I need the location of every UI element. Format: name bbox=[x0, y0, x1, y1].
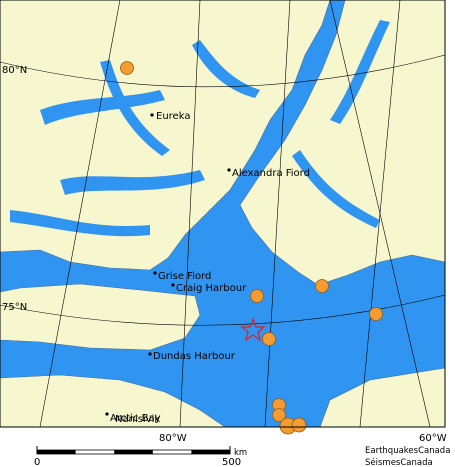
parallel bbox=[0, 294, 446, 326]
meridian bbox=[264, 0, 291, 428]
earthquake bbox=[250, 289, 264, 303]
place-label: Craig Harbour bbox=[176, 283, 247, 294]
meridian bbox=[39, 0, 121, 428]
place-label: Eureka bbox=[156, 111, 190, 122]
earthquakes bbox=[120, 61, 383, 435]
scale-unit: km bbox=[234, 448, 247, 458]
parallel bbox=[0, 54, 446, 88]
settlement-dot bbox=[150, 113, 154, 117]
settlement-dot bbox=[148, 352, 152, 356]
credit: SéismesCanada bbox=[365, 457, 433, 467]
lon-label: 60°W bbox=[419, 433, 447, 444]
settlement-dot bbox=[153, 271, 157, 275]
earthquake bbox=[291, 417, 307, 433]
settlements: Eureka Alexandra Fiord Grise Fiord Craig… bbox=[105, 111, 310, 425]
earthquake bbox=[315, 279, 329, 293]
settlement-dot bbox=[171, 283, 175, 287]
greenland-fjords bbox=[292, 20, 390, 228]
earthquake bbox=[120, 61, 134, 75]
earthquake bbox=[272, 408, 286, 422]
meridian bbox=[359, 0, 401, 428]
scale-label: 0 bbox=[34, 457, 40, 467]
scale-label: 500 bbox=[222, 457, 241, 467]
ellesmere-island bbox=[0, 0, 331, 271]
lat-label: 75°N bbox=[2, 302, 27, 313]
channels bbox=[10, 40, 260, 237]
earthquake bbox=[369, 307, 383, 321]
place-label: Grise Fiord bbox=[158, 271, 211, 282]
settlement-dot bbox=[105, 412, 109, 416]
devon-island bbox=[0, 283, 201, 351]
credit: EarthquakesCanada bbox=[365, 446, 450, 456]
scale-segment bbox=[191, 450, 230, 454]
meridian bbox=[179, 0, 201, 428]
place-label: Alexandra Fiord bbox=[232, 168, 310, 179]
map: Eureka Alexandra Fiord Grise Fiord Craig… bbox=[0, 0, 446, 435]
lon-label: 80°W bbox=[159, 433, 187, 444]
epicenter-star bbox=[240, 317, 266, 342]
settlement-dot bbox=[227, 168, 231, 172]
scale-segment bbox=[114, 450, 153, 454]
map-frame bbox=[0, 0, 446, 428]
scale-bar: 0 500 km bbox=[34, 446, 247, 467]
place-label: Arctic Bay bbox=[110, 413, 161, 424]
scale-segment bbox=[37, 450, 76, 454]
place-label: Nanisivik bbox=[115, 414, 160, 425]
lat-label: 80°N bbox=[2, 65, 27, 76]
place-label: Dundas Harbour bbox=[153, 351, 236, 362]
earthquake bbox=[262, 332, 276, 346]
greenland bbox=[239, 0, 446, 286]
